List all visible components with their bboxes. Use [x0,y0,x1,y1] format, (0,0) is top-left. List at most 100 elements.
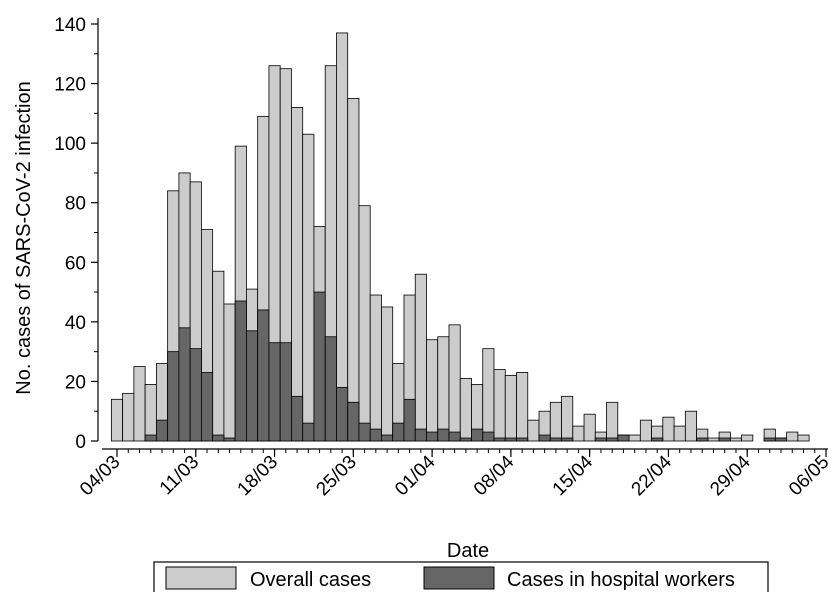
hospital-bar [369,428,382,442]
y-tick-label: 80 [65,194,86,215]
legend-label-overall: Overall cases [250,569,371,591]
hospital-bar [347,401,360,442]
hospital-bar [279,342,292,442]
hospital-bar [358,422,371,442]
overall-bar [741,434,754,442]
hospital-bar [381,434,394,442]
hospital-bar [516,437,529,442]
overall-bar [369,294,382,442]
hospital-bar [200,372,214,442]
hospital-bar [268,342,281,442]
hospital-bar [504,437,517,442]
overall-bar [122,392,135,442]
overall-bar [212,270,225,442]
hospital-bar [144,434,157,442]
hospital-bar [403,398,416,442]
overall-bar [673,425,686,442]
overall-bar [493,369,506,442]
hospital-bar [561,437,574,442]
hospital-bar [392,422,405,442]
overall-bar [662,416,675,442]
y-tick-label: 0 [75,432,86,453]
overall-bar [482,348,495,442]
overall-bar [527,419,540,442]
hospital-bar [718,437,731,442]
legend: Overall cases Cases in hospital workers [153,561,769,592]
legend-swatch-overall [165,566,237,590]
hospital-bar [482,431,495,442]
y-tick-label: 100 [54,134,86,155]
overall-bar [729,437,742,442]
x-tick-label: 15/04 [549,451,598,500]
hospital-bar [313,291,326,442]
x-axis-title: Date [447,540,489,562]
x-tick-label: 25/03 [312,452,360,500]
y-axis: 0 20 40 60 80 100 120 140 [54,15,99,453]
y-tick-label: 140 [54,15,86,36]
hospital-bar [594,437,607,442]
overall-bar [291,107,304,442]
y-tick-label: 120 [54,75,86,96]
overall-bar [684,410,697,442]
y-tick-label: 40 [65,313,86,334]
y-axis-title: No. cases of SARS-CoV-2 infection [13,81,35,394]
overall-bar [381,306,394,442]
hospital-bar [324,336,337,442]
hospital-bar [336,386,349,442]
y-tick-label: 60 [65,253,86,274]
overall-bar [516,372,529,442]
overall-bar [504,375,517,442]
overall-bar [437,336,450,442]
hospital-bar [696,437,709,442]
overall-bar [583,413,596,442]
x-tick-label: 29/04 [706,451,755,500]
overall-bar [797,434,810,442]
hospital-bar [178,327,191,442]
overall-bar [606,401,619,442]
x-tick-label: 08/04 [470,451,519,500]
overall-bar [144,384,157,442]
y-tick-label: 20 [65,372,86,393]
overall-bar [572,425,585,442]
x-tick-label: 22/04 [628,451,677,500]
hospital-bar [549,437,562,442]
overall-bar [414,273,427,442]
overall-cases-bars [110,32,810,442]
hospital-bar [257,309,270,442]
hospital-bar [167,351,180,442]
overall-bar [549,401,562,442]
x-tick-label: 04/03 [76,452,124,500]
hospital-bar [606,437,619,442]
overall-bar [707,437,720,442]
x-axis: 04/03 11/03 18/03 25/03 01/04 08/04 15/04 22/04… [76,448,834,500]
x-tick-label: 18/03 [234,452,282,500]
overall-bar [358,205,371,442]
overall-bar [448,324,461,442]
hospital-bar [774,437,788,442]
hospital-bar [414,428,427,442]
hospital-bar [246,330,259,442]
hospital-bar [437,428,450,442]
hospital-bar [651,437,664,442]
overall-bar [426,339,439,442]
overall-bar [110,398,124,442]
overall-bar [347,98,360,442]
overall-bar [223,303,236,442]
overall-bar [628,434,641,442]
overall-bar [561,395,574,442]
x-tick-label: 01/04 [391,451,440,500]
hospital-bar [448,431,461,442]
hospital-bar [302,422,315,442]
hospital-bar [493,437,506,442]
overall-bar [302,133,315,442]
hospital-bar [459,437,472,442]
hospital-bar [763,437,776,442]
hospital-bar [538,434,551,442]
hospital-bar [471,428,484,442]
hospital-bar [212,434,225,442]
overall-bar [336,32,349,442]
overall-bar [133,366,146,442]
hospital-bar [291,395,304,442]
hospital-bar [234,300,247,442]
